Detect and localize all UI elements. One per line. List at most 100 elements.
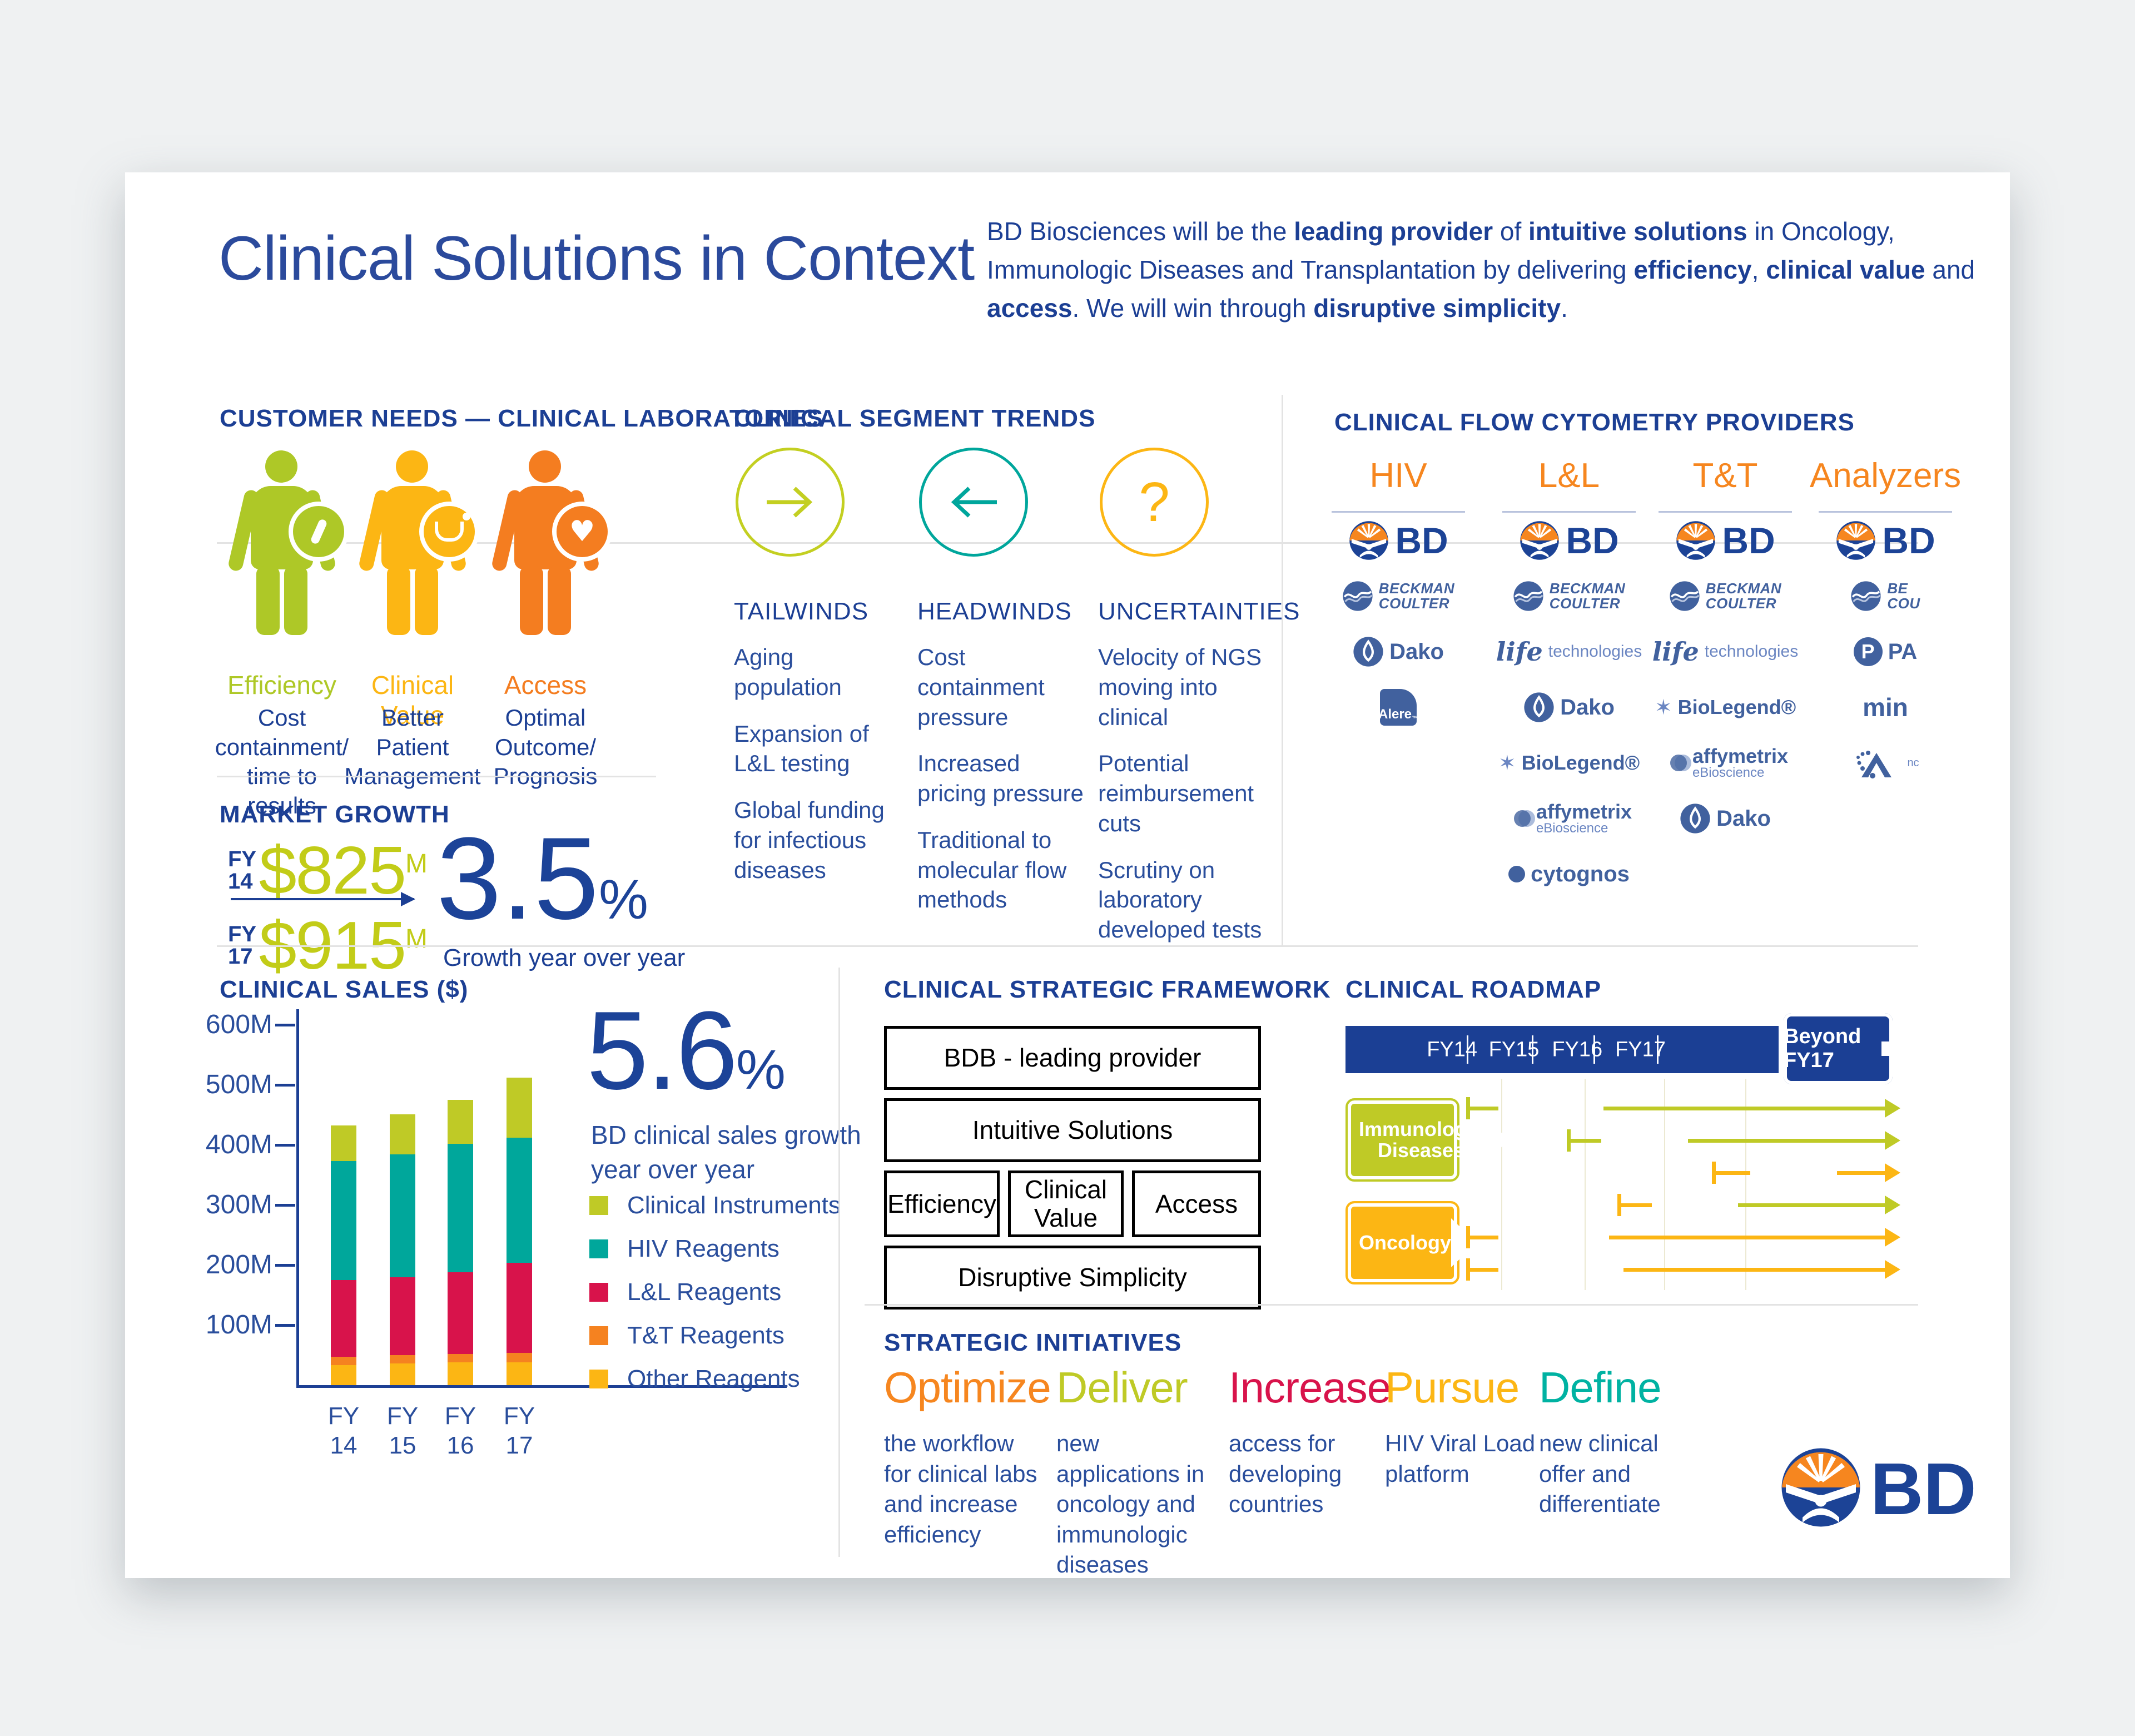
roadmap-tick (1466, 1097, 1470, 1119)
market-growth-title: MARKET GROWTH (220, 801, 450, 828)
life-technologies-icon: life (1496, 637, 1543, 667)
bd-mark-icon (1520, 521, 1560, 560)
roadmap-gridline (1745, 1079, 1746, 1290)
fy17-unit: M (405, 924, 428, 954)
initiative-word: Pursue (1385, 1363, 1520, 1412)
x-axis (296, 1385, 787, 1388)
roadmap-sign-oncology: Oncology (1345, 1201, 1477, 1284)
roadmap-arrowhead-icon (1885, 1196, 1900, 1214)
bar-segment-t-t-reagents (448, 1354, 473, 1362)
person-leg (415, 566, 438, 635)
roadmap-tick (1466, 1226, 1470, 1248)
beckman-coulter-icon (1513, 581, 1543, 611)
bd-text: BD (1395, 520, 1448, 561)
provider-column-tandt: T&T BD BECKMAN COULTER life technologies ✶ Bio… (1647, 456, 1803, 846)
biolegend-logo: ✶ BioLegend® (1491, 735, 1647, 791)
roadmap-arrow-line (1837, 1171, 1885, 1175)
legend-label: Other Reagents (627, 1365, 800, 1392)
sign-arrow-icon (1451, 1218, 1477, 1267)
need-figure-access: ♥ (490, 450, 612, 651)
person-leg (256, 566, 280, 635)
y-axis (296, 1009, 299, 1388)
trend-list: Aging population Expansion of L&L testing… (734, 642, 906, 901)
legend-label: L&L Reagents (627, 1278, 782, 1306)
initiative-optimize: Optimize the workflow for clinical labs … (884, 1362, 1051, 1550)
need-figure-efficiency (226, 450, 349, 651)
affymetrix-text: affymetrix eBioscience (1692, 745, 1789, 780)
life-technologies-icon: life (1652, 637, 1699, 667)
bar-segment-clinical-instruments (507, 1078, 532, 1138)
bar-segment-hiv-reagents (331, 1161, 356, 1280)
need-badge: ♥ (552, 502, 612, 562)
bar-segment-hiv-reagents (448, 1144, 473, 1272)
question-icon: ? (1139, 470, 1170, 533)
acea-logo: nc (1808, 735, 1963, 791)
bd-logo-mark-icon (1779, 1446, 1863, 1532)
initiative-define: Define new clinical offer and differenti… (1539, 1362, 1700, 1520)
affymetrix-logo: affymetrix eBioscience (1491, 791, 1647, 846)
initiative-increase: Increase access for developing countries (1229, 1362, 1391, 1520)
clinical-sales-title: CLINICAL SALES ($) (220, 976, 469, 1003)
need-figure-clinical-value (357, 450, 479, 651)
growth-arrow (231, 892, 415, 906)
roadmap-tick (1466, 1258, 1470, 1281)
roadmap-sign-label: Oncology (1359, 1231, 1452, 1254)
trend-item: Increased pricing pressure (917, 750, 1084, 806)
bd-mark-icon (1836, 521, 1876, 560)
x-category-label: FY 16 (444, 1402, 476, 1459)
biolegend-icon: ✶ (1498, 751, 1516, 775)
beckman-coulter-icon (1343, 581, 1373, 611)
need-desc: Optimal Outcome/ Prognosis (493, 705, 598, 789)
arrow-right-icon (767, 487, 813, 518)
stacked-bar-FY16 (448, 1100, 473, 1385)
customer-needs-divider (217, 776, 656, 777)
bd-logo-text: BD (1870, 1448, 1977, 1530)
bar-segment-other-reagents (390, 1363, 415, 1385)
roadmap-tick (1617, 1194, 1621, 1216)
bd-text: BD (1722, 520, 1775, 561)
dako-logo: Dako (1491, 679, 1647, 735)
person-leg (520, 566, 543, 635)
arrow-left-icon (951, 487, 997, 518)
trend-circle-headwinds (919, 448, 1028, 557)
stacked-bar-FY17 (507, 1078, 532, 1385)
sales-growth-caption: BD clinical sales growth year over year (591, 1120, 861, 1184)
roadmap-arrow-line (1688, 1139, 1885, 1143)
roadmap-arrowhead-icon (1885, 1260, 1900, 1279)
y-tick (275, 1324, 295, 1327)
provider-underline (1502, 511, 1636, 513)
roadmap-year-tick (1531, 1035, 1533, 1064)
legend-swatch (589, 1326, 608, 1345)
legend-label: T&T Reagents (627, 1322, 785, 1349)
partec-logo: P PA (1808, 624, 1963, 679)
person-head (529, 450, 561, 483)
miltenyi-text: min (1863, 693, 1908, 722)
roadmap-tick-line (1567, 1139, 1601, 1143)
roadmap-sign-immunologic-diseases: Immunologic Diseases (1345, 1098, 1509, 1182)
need-label: Clinical Value (371, 671, 454, 730)
biolegend-logo: ✶ BioLegend® (1647, 679, 1803, 735)
segment-trends-title: CLINICAL SEGMENT TRENDS (734, 405, 1096, 432)
trend-column-label: TAILWINDS (734, 598, 869, 625)
y-tick-label: 500M (205, 1070, 272, 1099)
roadmap-row (1345, 1194, 1901, 1216)
roadmap-arrow-line (1623, 1268, 1885, 1272)
bd-logo: BD (1647, 513, 1803, 568)
bar-segment-other-reagents (507, 1362, 532, 1385)
initiative-word: Define (1539, 1363, 1661, 1412)
initiative-desc: access for developing countries (1229, 1430, 1342, 1517)
roadmap-tick (1712, 1162, 1716, 1184)
dako-text: Dako (1716, 806, 1771, 831)
bar-segment-l-l-reagents (390, 1277, 415, 1355)
roadmap-row (1345, 1226, 1901, 1248)
person-leg (387, 566, 410, 635)
roadmap-tick-line (1466, 1236, 1498, 1239)
affymetrix-logo: affymetrix eBioscience (1647, 735, 1803, 791)
roadmap-timeline-bar: FY14 FY15 FY16 FY17 (1345, 1026, 1779, 1073)
beckman-logo: BECKMAN COULTER (1647, 568, 1803, 624)
legend-swatch (589, 1239, 608, 1258)
roadmap-tick-line (1466, 1268, 1498, 1272)
dako-text: Dako (1389, 639, 1444, 664)
legend-swatch (589, 1196, 608, 1215)
